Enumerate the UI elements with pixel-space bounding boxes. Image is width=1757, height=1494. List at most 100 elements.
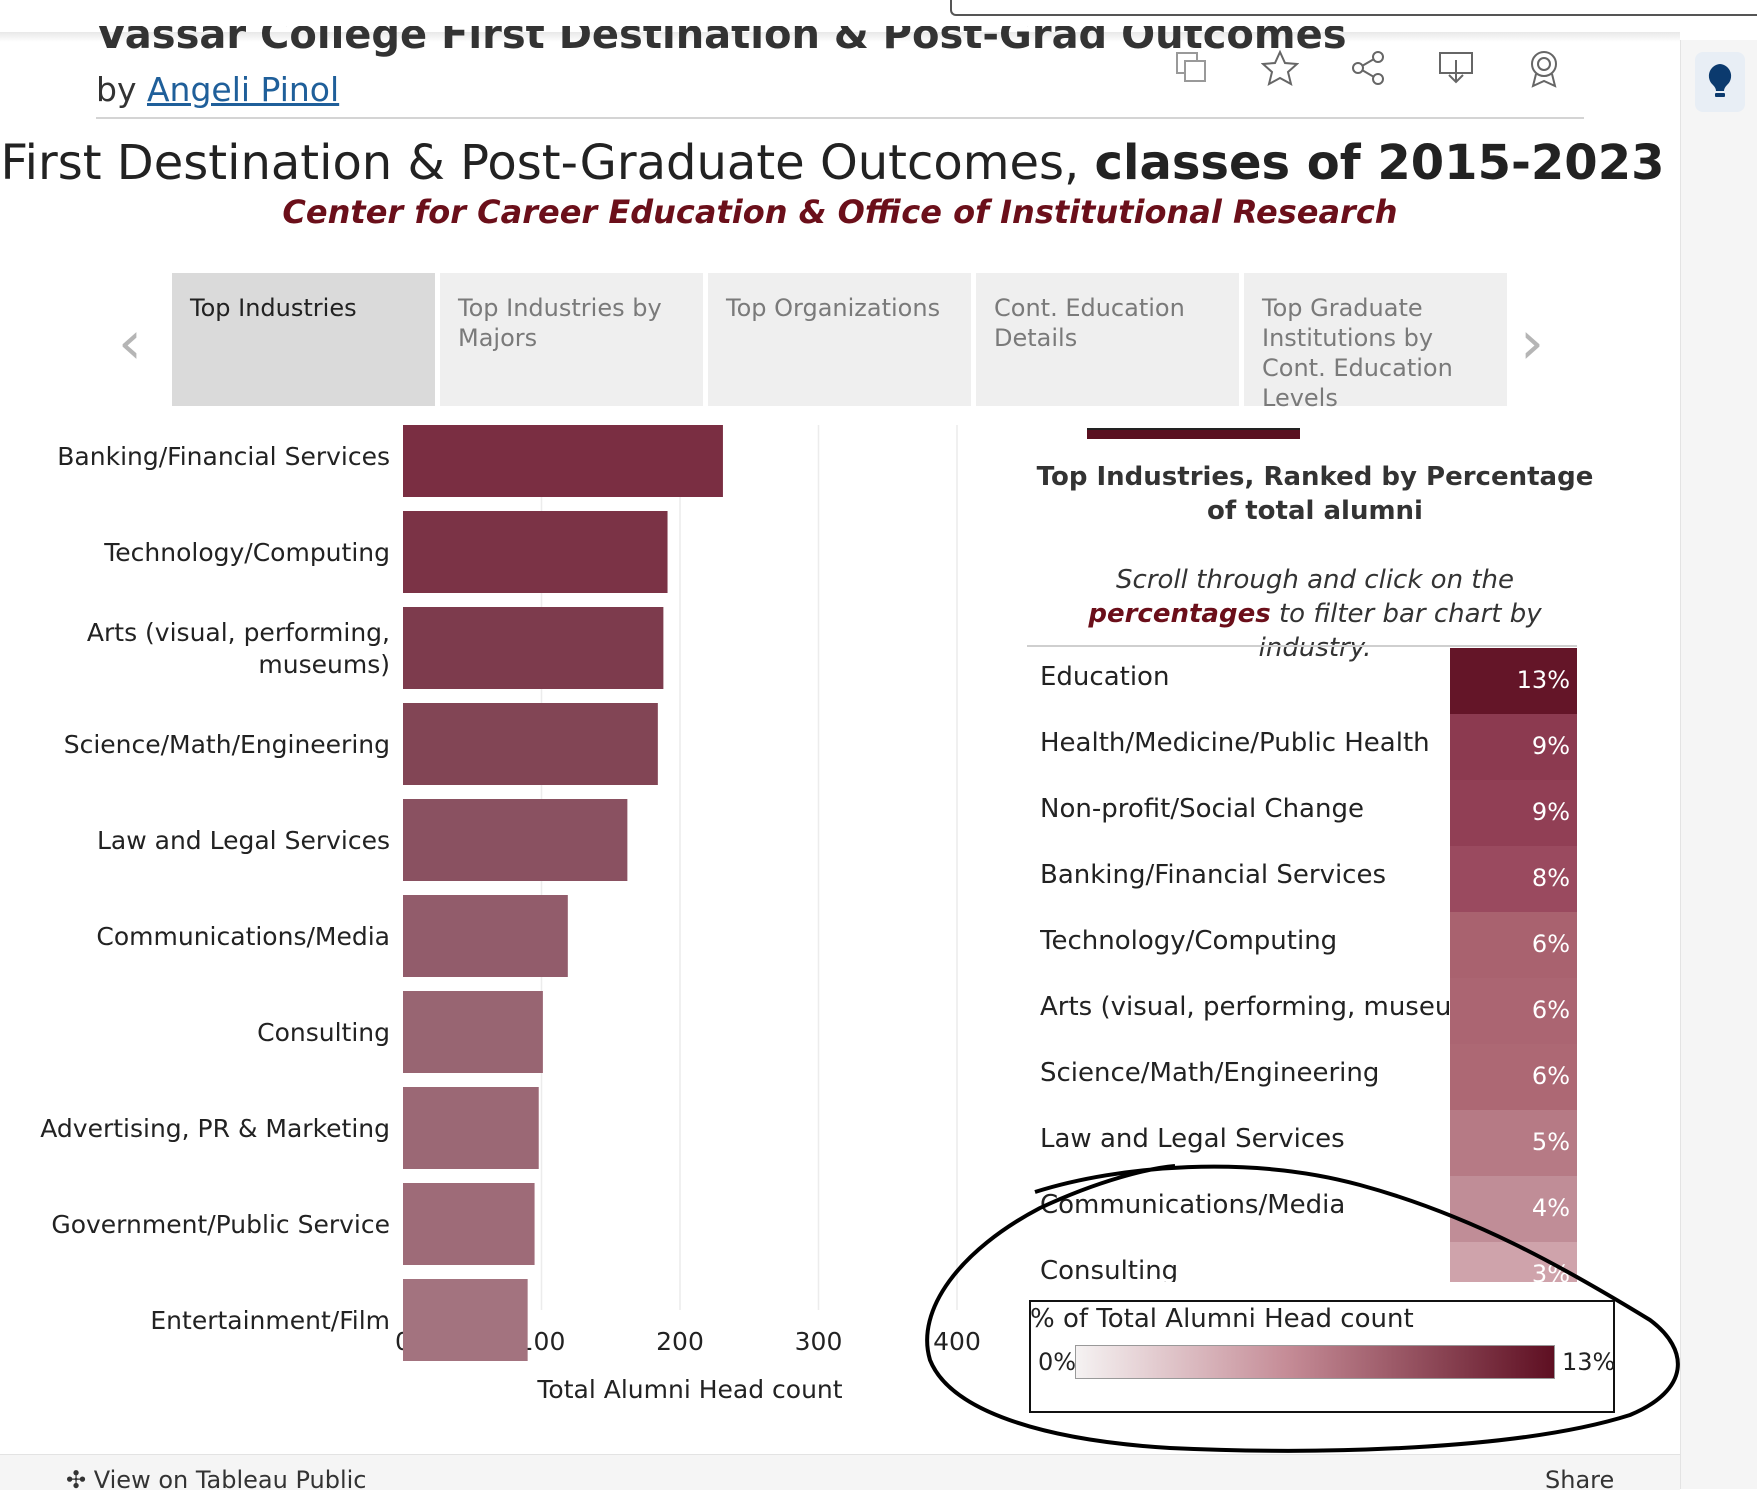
bar[interactable] <box>403 425 723 497</box>
ranking-industry: Health/Medicine/Public Health <box>1040 728 1430 758</box>
bar[interactable] <box>403 607 664 689</box>
search-box-edge <box>950 0 1757 16</box>
title-plain: First Destination & Post-Graduate Outcom… <box>0 135 1095 191</box>
legend-max-label: 13% <box>1562 1348 1616 1376</box>
footer-bar <box>0 1454 1680 1490</box>
download-icon[interactable] <box>1434 46 1478 90</box>
workbook-title: Vassar College First Destination & Post-… <box>96 12 1347 58</box>
x-tick-label: 200 <box>656 1327 704 1356</box>
legend-gradient <box>1075 1345 1555 1379</box>
lightbulb-icon[interactable] <box>1695 52 1745 112</box>
bar-chart: 0100200300400Banking/Financial ServicesT… <box>40 425 981 1404</box>
x-axis-label: Total Alumni Head count <box>536 1375 842 1404</box>
y-category-label: Government/Public Service <box>51 1210 390 1239</box>
view-label: View on Tableau Public <box>93 1466 367 1494</box>
ranking-row[interactable]: Banking/Financial Services 8% <box>1027 846 1577 912</box>
view-on-tableau-link[interactable]: ✣ View on Tableau Public <box>66 1466 367 1494</box>
note-suffix: to filter bar chart by industry. <box>1258 599 1542 663</box>
ranking-percentage[interactable]: 4% <box>1450 1176 1577 1242</box>
ranking-percentage[interactable]: 6% <box>1450 1044 1577 1110</box>
ranking-industry: Consulting <box>1040 1256 1179 1282</box>
share-nodes-icon[interactable] <box>1346 46 1390 90</box>
ranking-percentage[interactable]: 5% <box>1450 1110 1577 1176</box>
story-tabs: Top Industries Top Industries by Majors … <box>172 273 1507 412</box>
ranking-row[interactable]: Non-profit/Social Change 9% <box>1027 780 1577 846</box>
ranking-percentage[interactable]: 6% <box>1450 978 1577 1044</box>
tab-top-industries[interactable]: Top Industries <box>172 273 435 406</box>
y-category-label: Consulting <box>257 1018 390 1047</box>
bar[interactable] <box>403 1279 528 1361</box>
ranking-row[interactable]: Consulting 3% <box>1027 1242 1577 1282</box>
toolbar-shadow <box>0 32 1680 42</box>
bar[interactable] <box>403 511 668 593</box>
bar[interactable] <box>403 1087 539 1169</box>
ranking-row[interactable]: Technology/Computing 6% <box>1027 912 1577 978</box>
bar[interactable] <box>403 991 543 1073</box>
tab-top-industries-by-majors[interactable]: Top Industries by Majors <box>440 273 703 406</box>
y-category-label: Law and Legal Services <box>97 826 390 855</box>
y-category-label: Advertising, PR & Marketing <box>40 1114 390 1143</box>
ranking-percentage[interactable]: 9% <box>1450 714 1577 780</box>
y-category-label: Arts (visual, performing, museums) <box>87 618 390 679</box>
ranking-industry: Technology/Computing <box>1040 926 1338 956</box>
ranking-row[interactable]: Health/Medicine/Public Health 9% <box>1027 714 1577 780</box>
ranking-percentage[interactable]: 9% <box>1450 780 1577 846</box>
ranking-percentage[interactable]: 8% <box>1450 846 1577 912</box>
ranking-industry: Non-profit/Social Change <box>1040 794 1364 824</box>
dashboard-title: First Destination & Post-Graduate Outcom… <box>0 135 1665 191</box>
ranking-industry: Law and Legal Services <box>1040 1124 1345 1154</box>
ranking-percentage[interactable]: 3% <box>1450 1242 1577 1282</box>
x-tick-label: 400 <box>933 1327 981 1356</box>
share-button[interactable]: Share <box>1545 1466 1614 1494</box>
ranking-industry: Science/Math/Engineering <box>1040 1058 1380 1088</box>
note-emphasis: percentages <box>1088 599 1271 629</box>
dashboard-subtitle: Center for Career Education & Office of … <box>282 193 1398 231</box>
y-category-label: Technology/Computing <box>103 538 390 567</box>
y-category-label: Communications/Media <box>96 922 390 951</box>
scroll-indicator <box>1087 428 1300 439</box>
tab-top-organizations[interactable]: Top Organizations <box>708 273 971 406</box>
x-tick-label: 300 <box>795 1327 843 1356</box>
bar[interactable] <box>403 799 628 881</box>
tab-cont-education-details[interactable]: Cont. Education Details <box>976 273 1239 406</box>
by-label: by <box>96 70 137 109</box>
copy-icon[interactable] <box>1170 46 1214 90</box>
header-actions <box>1170 46 1566 90</box>
ranking-row[interactable]: Law and Legal Services 5% <box>1027 1110 1577 1176</box>
ranking-percentage[interactable]: 13% <box>1450 648 1577 714</box>
ranking-industry: Education <box>1040 662 1170 692</box>
header-divider <box>96 117 1584 119</box>
y-category-label: Science/Math/Engineering <box>64 730 390 759</box>
tab-prev-arrow-icon[interactable]: ‹ <box>118 308 142 378</box>
legend-title: % of Total Alumni Head count <box>1030 1304 1414 1334</box>
byline: by Angeli Pinol <box>96 70 339 109</box>
star-icon[interactable] <box>1258 46 1302 90</box>
ranking-industry: Banking/Financial Services <box>1040 860 1387 890</box>
ranking-table[interactable]: Education 13% Health/Medicine/Public Healt… <box>1027 648 1577 1282</box>
bar[interactable] <box>403 895 568 977</box>
note-prefix: Scroll through and click on the <box>1116 565 1514 595</box>
title-bold: classes of 2015-2023 <box>1094 135 1665 191</box>
ranking-industry: Communications/Media <box>1040 1190 1346 1220</box>
side-panel <box>1680 40 1757 1489</box>
y-category-label: Banking/Financial Services <box>57 442 390 471</box>
tab-top-graduate-institutions[interactable]: Top Graduate Institutions by Cont. Educa… <box>1244 273 1507 412</box>
ranking-row[interactable]: Communications/Media 4% <box>1027 1176 1577 1242</box>
y-category-label: Entertainment/Film <box>150 1306 390 1335</box>
author-link[interactable]: Angeli Pinol <box>146 70 340 109</box>
ranking-percentage[interactable]: 6% <box>1450 912 1577 978</box>
ranking-note: Scroll through and click on the percenta… <box>1030 563 1600 665</box>
tab-next-arrow-icon[interactable]: › <box>1520 308 1544 378</box>
ranking-divider <box>1027 645 1577 647</box>
ranking-industry: Arts (visual, performing, museums) <box>1040 992 1475 1022</box>
ranking-row[interactable]: Science/Math/Engineering 6% <box>1027 1044 1577 1110</box>
badge-icon[interactable] <box>1522 46 1566 90</box>
ranking-row[interactable]: Arts (visual, performing, museums) 6% <box>1027 978 1577 1044</box>
bar[interactable] <box>403 1183 535 1265</box>
legend-min-label: 0% <box>1038 1348 1077 1376</box>
ranking-title: Top Industries, Ranked by Percentage of … <box>1036 462 1594 526</box>
ranking-row[interactable]: Education 13% <box>1027 648 1577 714</box>
bar[interactable] <box>403 703 658 785</box>
tableau-icon: ✣ <box>66 1466 87 1494</box>
share-label: Share <box>1545 1466 1615 1494</box>
